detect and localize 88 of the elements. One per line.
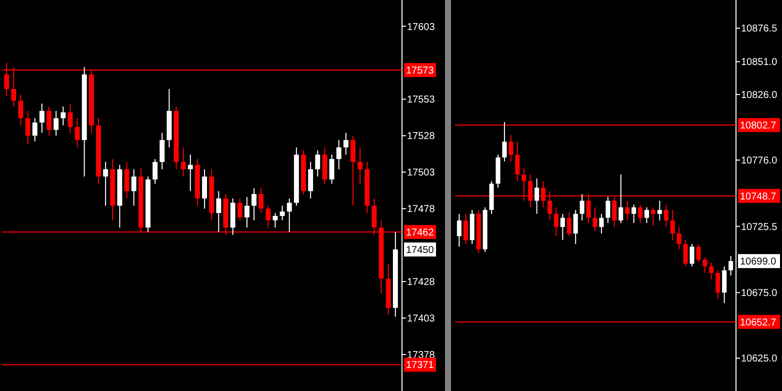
candlestick bbox=[534, 178, 540, 214]
candlestick bbox=[18, 94, 24, 126]
candlestick bbox=[566, 212, 572, 237]
candlestick bbox=[702, 256, 708, 274]
candlestick bbox=[716, 270, 720, 300]
candlestick bbox=[606, 196, 610, 224]
candlestick bbox=[237, 198, 242, 221]
candlestick bbox=[632, 204, 636, 224]
candlestick bbox=[657, 200, 662, 221]
candlestick bbox=[690, 244, 694, 267]
candlestick bbox=[676, 226, 682, 250]
ref-line-label: 17371 bbox=[406, 360, 434, 372]
y-tick-label: 10675.0 bbox=[741, 288, 778, 300]
candlestick bbox=[618, 174, 624, 224]
candlestick bbox=[286, 198, 292, 232]
annotation: 10699.0 bbox=[740, 256, 777, 268]
candlestick bbox=[336, 140, 342, 170]
candlestick bbox=[32, 118, 38, 142]
candlestick bbox=[515, 141, 520, 182]
ref-line-label: 10802.7 bbox=[740, 120, 777, 132]
candlestick bbox=[670, 209, 675, 241]
candlestick bbox=[508, 134, 514, 162]
candlestick bbox=[315, 150, 320, 178]
ref-line-label: 17573 bbox=[406, 66, 434, 77]
y-tick-label: 17528 bbox=[407, 131, 436, 142]
candlestick bbox=[188, 154, 193, 192]
candlestick bbox=[266, 205, 271, 228]
candlestick bbox=[68, 103, 73, 134]
candlestick bbox=[580, 194, 584, 221]
candlestick bbox=[644, 206, 649, 224]
candlestick bbox=[308, 161, 314, 199]
y-tick-label: 17478 bbox=[407, 204, 436, 216]
candlestick bbox=[683, 240, 688, 267]
candlestick bbox=[709, 262, 714, 280]
candlestick bbox=[456, 213, 462, 248]
candlestick bbox=[124, 161, 130, 199]
candlestick bbox=[728, 255, 734, 276]
y-tick-label: 17553 bbox=[407, 94, 436, 106]
candlestick bbox=[131, 168, 136, 206]
candlestick bbox=[350, 135, 356, 206]
candlestick bbox=[39, 103, 44, 134]
y-tick-label: 17378 bbox=[407, 350, 436, 362]
candlestick bbox=[152, 158, 158, 184]
candlestick bbox=[592, 206, 598, 232]
candlestick bbox=[638, 204, 643, 224]
candlestick bbox=[272, 212, 278, 228]
y-tick-label: 10776.0 bbox=[741, 156, 778, 167]
y-tick-label: 17428 bbox=[407, 277, 436, 288]
candlestick bbox=[554, 206, 558, 237]
candlestick bbox=[625, 200, 630, 221]
y-tick-label: 17603 bbox=[407, 22, 436, 33]
candlestick bbox=[103, 161, 108, 206]
candlestick bbox=[74, 118, 80, 148]
candlestick bbox=[573, 209, 578, 245]
candlestick bbox=[252, 188, 256, 221]
y-tick-label: 10851.0 bbox=[741, 57, 778, 68]
y-tick-label: 17503 bbox=[407, 168, 436, 179]
candlestick bbox=[599, 213, 604, 234]
y-tick-label: 10725.5 bbox=[741, 222, 778, 233]
candlestick bbox=[329, 154, 334, 184]
candlestick bbox=[180, 146, 186, 178]
y-tick-label: 10876.5 bbox=[741, 24, 778, 35]
ref-line-label: 17462 bbox=[406, 227, 434, 238]
candlestick bbox=[696, 244, 701, 263]
candlestick bbox=[463, 213, 468, 245]
candlestick bbox=[358, 146, 363, 184]
candlestick bbox=[202, 168, 208, 210]
y-tick-label: 10625.0 bbox=[741, 354, 778, 365]
candlestick bbox=[216, 190, 222, 232]
candlestick bbox=[25, 110, 30, 145]
y-tick-label: 17403 bbox=[407, 314, 436, 325]
annotation: 17450 bbox=[406, 244, 434, 256]
y-tick-label: 10826.0 bbox=[741, 90, 778, 101]
candlestick bbox=[54, 110, 59, 136]
ref-line-label: 10652.7 bbox=[740, 317, 777, 328]
candlestick bbox=[280, 205, 285, 221]
candlestick bbox=[722, 266, 727, 304]
candlestick bbox=[244, 196, 250, 228]
candlestick bbox=[650, 206, 656, 226]
candlestick bbox=[343, 132, 348, 156]
candlestick bbox=[258, 188, 264, 214]
candlestick bbox=[160, 132, 165, 170]
candlestick bbox=[560, 213, 565, 241]
candlestick bbox=[60, 106, 66, 126]
candlestick bbox=[46, 106, 52, 136]
candlestick bbox=[664, 204, 668, 228]
candlestick bbox=[502, 122, 507, 162]
ref-line-label: 10748.7 bbox=[740, 191, 777, 202]
